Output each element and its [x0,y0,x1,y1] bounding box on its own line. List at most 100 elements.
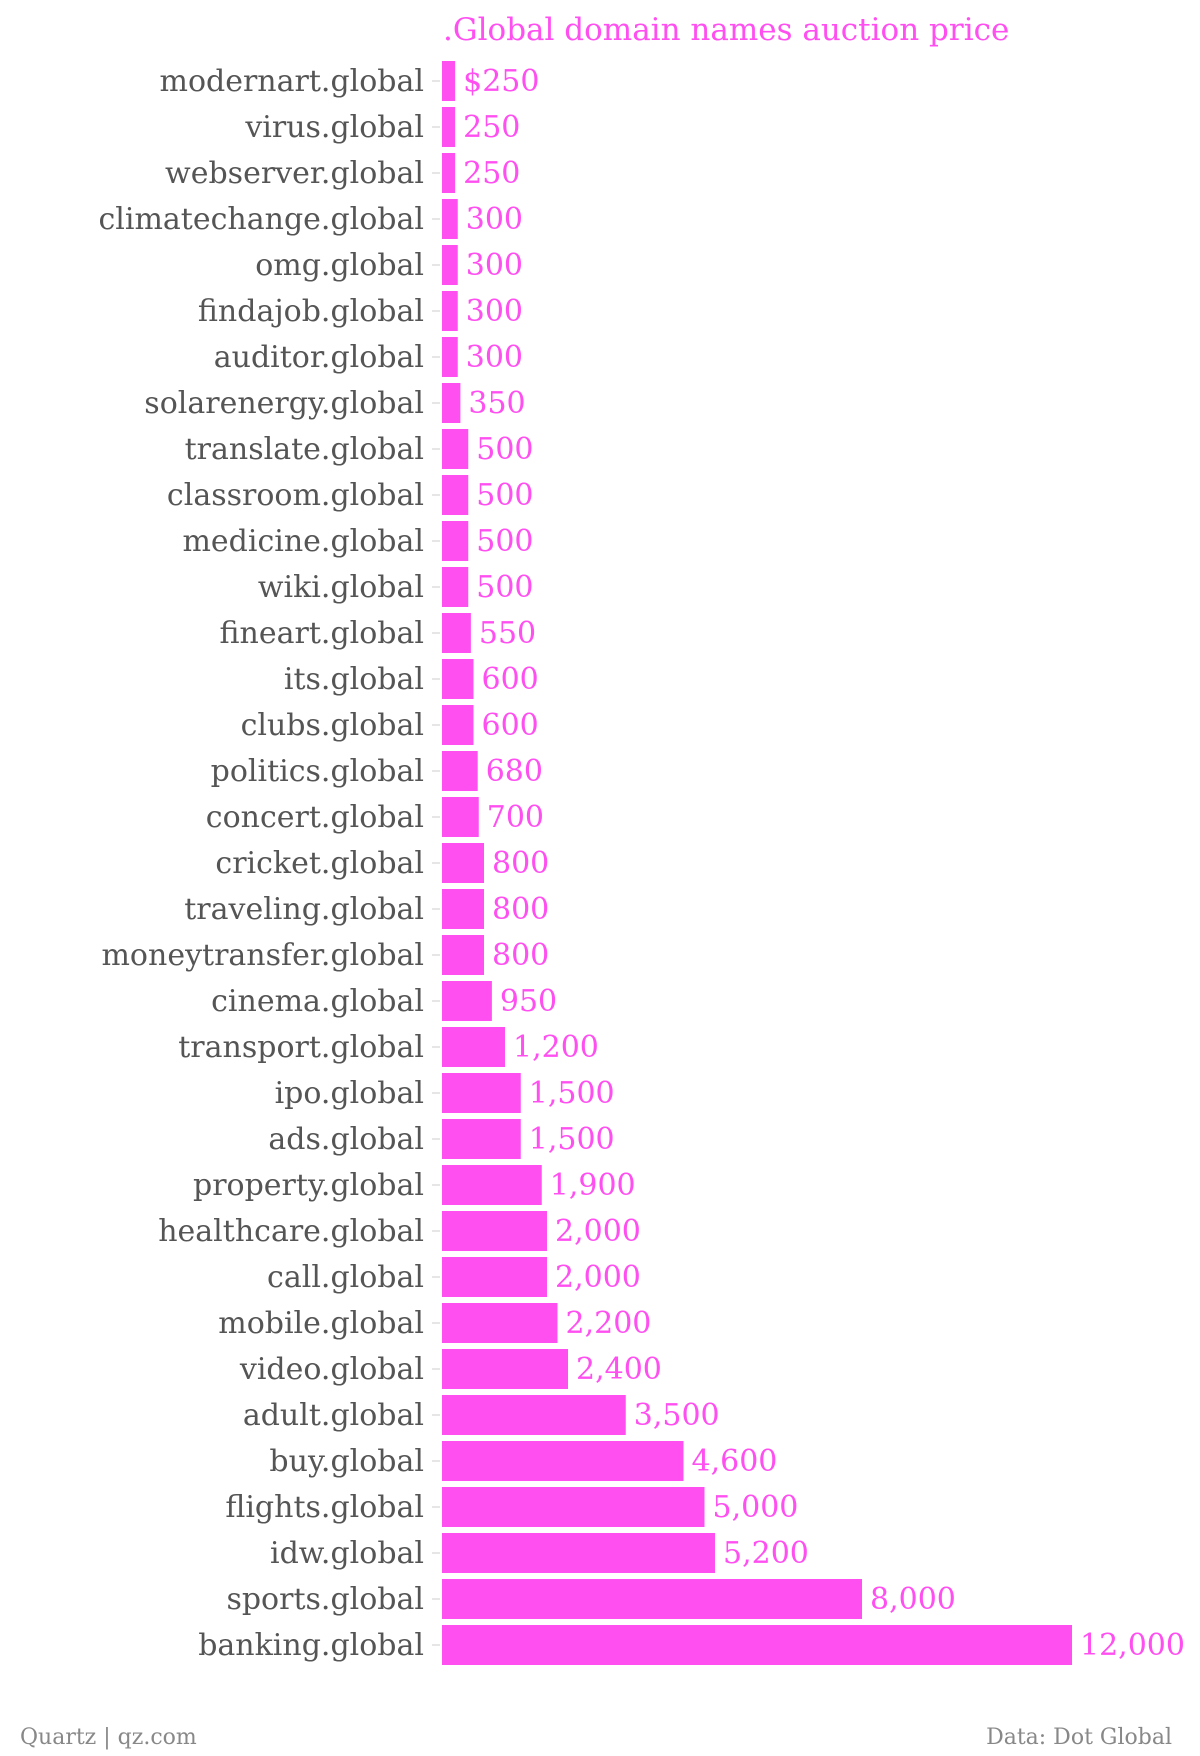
bar [442,797,479,837]
category-label: solarenergy.global [144,386,424,421]
value-label: 5,000 [713,1490,799,1525]
bar [442,843,484,883]
value-label: 1,500 [529,1076,615,1111]
value-label: 600 [482,662,539,697]
value-label: 5,200 [723,1536,809,1571]
category-label: buy.global [269,1444,424,1479]
value-label: 500 [476,570,533,605]
category-label: ads.global [268,1122,424,1157]
category-label: flights.global [225,1490,424,1525]
bar [442,521,469,561]
value-label: 300 [466,294,523,329]
bar [442,1119,521,1159]
bar [442,1579,862,1619]
value-label: 350 [468,386,525,421]
category-label: clubs.global [241,708,424,743]
bar [442,567,469,607]
category-label: ipo.global [275,1076,424,1111]
bar [442,337,458,377]
value-label: 950 [500,984,557,1019]
bar [442,199,458,239]
value-label: 250 [463,110,520,145]
bar [442,1349,568,1389]
bar [442,475,469,515]
bar [442,613,471,653]
bar [442,659,474,699]
value-label: 1,200 [513,1030,599,1065]
value-label: 300 [466,248,523,283]
value-label: 1,900 [550,1168,636,1203]
category-label: fineart.global [220,616,424,651]
value-label: 300 [466,202,523,237]
bar [442,1487,705,1527]
category-label: healthcare.global [158,1214,424,1249]
value-label: 800 [492,938,549,973]
category-label: video.global [239,1352,424,1387]
category-label: omg.global [255,248,424,283]
bar [442,981,492,1021]
category-label: translate.global [185,432,424,467]
bar [442,1303,558,1343]
category-label: adult.global [243,1398,424,1433]
category-label: politics.global [211,754,424,789]
category-label: moneytransfer.global [101,938,424,973]
value-label: 600 [482,708,539,743]
bar [442,1441,684,1481]
footer-source-left: Quartz | qz.com [20,1725,197,1750]
category-label: mobile.global [218,1306,424,1341]
category-label: wiki.global [258,570,424,605]
bar [442,107,456,147]
bars-layer: modernart.global $250 virus.global 250 webse… [98,61,1185,1665]
bar [442,705,474,745]
category-label: concert.global [206,800,424,835]
category-label: traveling.global [184,892,424,927]
value-label: 680 [486,754,543,789]
value-label: 550 [479,616,536,651]
bar [442,889,484,929]
bar [442,751,478,791]
category-label: classroom.global [167,478,424,513]
category-label: webserver.global [165,156,424,191]
bar [442,245,458,285]
bar [442,61,456,101]
category-label: cinema.global [211,984,424,1019]
bar [442,1073,521,1113]
value-label: 300 [466,340,523,375]
category-label: property.global [193,1168,424,1203]
bar [442,1027,505,1067]
bar [442,1257,547,1297]
value-label: 2,000 [555,1260,641,1295]
value-label: $250 [463,64,539,99]
value-label: 3,500 [634,1398,720,1433]
value-label: 2,000 [555,1214,641,1249]
bar [442,935,484,975]
bar [442,429,469,469]
value-label: 500 [476,478,533,513]
category-label: call.global [267,1260,424,1295]
bar [442,1395,626,1435]
category-label: transport.global [178,1030,424,1065]
value-label: 500 [476,432,533,467]
category-label: cricket.global [215,846,424,881]
value-label: 500 [476,524,533,559]
value-label: 4,600 [692,1444,778,1479]
category-label: idw.global [270,1536,424,1571]
value-label: 1,500 [529,1122,615,1157]
category-label: sports.global [226,1582,424,1617]
bar [442,1165,542,1205]
value-label: 2,200 [566,1306,652,1341]
footer-source-right: Data: Dot Global [986,1725,1172,1750]
category-label: auditor.global [214,340,424,375]
bar [442,383,461,423]
chart-title: .Global domain names auction price [443,12,1009,48]
value-label: 800 [492,846,549,881]
bar [442,153,456,193]
category-label: its.global [284,662,424,697]
value-label: 12,000 [1080,1628,1185,1663]
value-label: 2,400 [576,1352,662,1387]
bar [442,1211,547,1251]
bar [442,1625,1072,1665]
category-label: virus.global [244,110,424,145]
value-label: 8,000 [870,1582,956,1617]
